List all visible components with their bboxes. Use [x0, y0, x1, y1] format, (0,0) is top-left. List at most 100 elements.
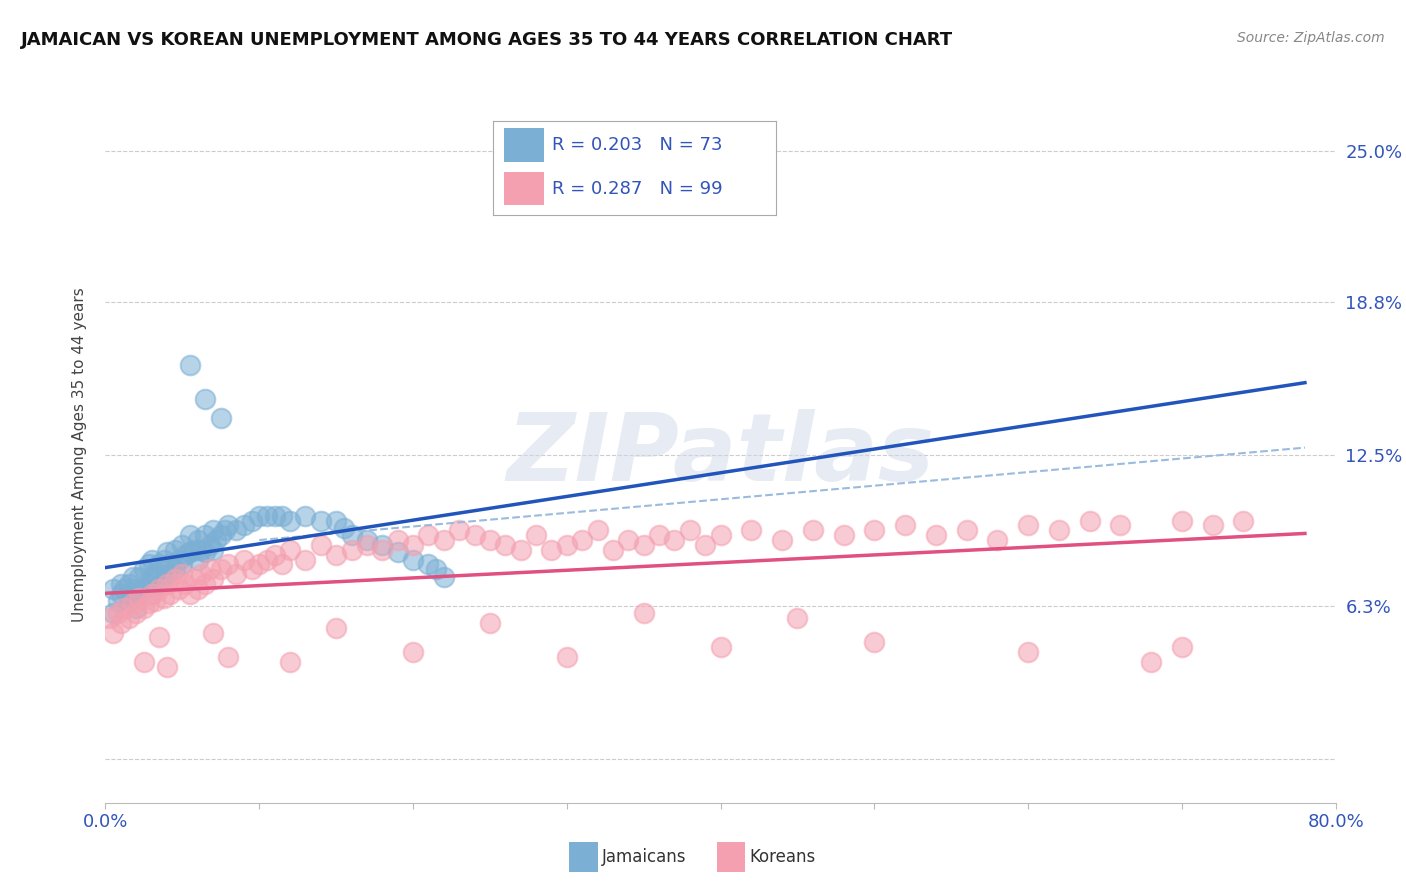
Point — [143, 567, 166, 582]
Point — [294, 552, 316, 566]
Point — [770, 533, 793, 547]
Point — [125, 582, 148, 596]
Point — [202, 572, 225, 586]
Point — [271, 508, 294, 523]
Point — [340, 528, 363, 542]
Point — [218, 649, 240, 664]
Point — [187, 582, 209, 596]
Point — [190, 567, 212, 582]
Point — [1078, 514, 1101, 528]
Point — [494, 538, 516, 552]
Point — [141, 586, 163, 600]
Point — [117, 577, 139, 591]
Point — [232, 518, 254, 533]
Point — [125, 606, 148, 620]
Point — [163, 572, 186, 586]
Point — [325, 621, 347, 635]
Point — [163, 562, 186, 576]
Point — [190, 542, 212, 557]
Point — [602, 542, 624, 557]
Point — [664, 533, 686, 547]
Point — [172, 567, 194, 582]
Point — [138, 596, 160, 610]
Point — [633, 538, 655, 552]
Point — [179, 545, 201, 559]
Point — [117, 611, 139, 625]
Point — [138, 558, 160, 572]
Point — [122, 569, 145, 583]
Point — [433, 569, 456, 583]
Point — [240, 562, 263, 576]
Point — [586, 524, 609, 538]
Point — [194, 577, 217, 591]
Point — [356, 538, 378, 552]
Point — [107, 606, 129, 620]
Point — [202, 625, 225, 640]
Point — [309, 538, 332, 552]
Point — [256, 552, 278, 566]
Point — [509, 542, 531, 557]
Point — [371, 542, 394, 557]
Point — [179, 528, 201, 542]
Point — [128, 586, 150, 600]
Point — [325, 514, 347, 528]
Point — [148, 558, 170, 572]
Point — [202, 524, 225, 538]
Point — [194, 392, 217, 406]
Point — [209, 528, 232, 542]
Point — [524, 528, 547, 542]
Point — [148, 577, 170, 591]
Point — [801, 524, 824, 538]
Point — [256, 508, 278, 523]
Point — [278, 542, 301, 557]
Point — [786, 611, 808, 625]
Point — [169, 582, 191, 596]
Point — [402, 645, 425, 659]
Point — [98, 611, 121, 625]
Point — [159, 558, 181, 572]
Point — [863, 635, 886, 649]
Point — [205, 533, 228, 547]
Point — [1109, 518, 1132, 533]
Point — [156, 659, 179, 673]
Point — [198, 538, 221, 552]
Point — [555, 538, 578, 552]
Point — [179, 586, 201, 600]
Point — [112, 582, 135, 596]
Point — [309, 514, 332, 528]
Point — [387, 545, 409, 559]
Point — [418, 528, 440, 542]
Point — [555, 649, 578, 664]
Point — [225, 567, 247, 582]
Point — [356, 533, 378, 547]
Point — [540, 542, 562, 557]
Point — [159, 586, 181, 600]
Point — [183, 542, 205, 557]
Point — [187, 552, 209, 566]
Point — [1017, 645, 1039, 659]
Point — [172, 558, 194, 572]
Point — [153, 572, 176, 586]
Point — [128, 591, 150, 606]
Point — [169, 552, 191, 566]
Point — [101, 625, 124, 640]
Point — [143, 594, 166, 608]
Point — [271, 558, 294, 572]
Point — [153, 591, 176, 606]
Point — [214, 524, 236, 538]
Point — [218, 518, 240, 533]
Point — [132, 562, 155, 576]
Point — [156, 545, 179, 559]
Point — [240, 514, 263, 528]
Point — [153, 552, 176, 566]
Point — [402, 552, 425, 566]
Point — [956, 524, 979, 538]
Point — [110, 577, 132, 591]
Point — [263, 548, 285, 562]
Point — [1047, 524, 1070, 538]
Point — [294, 508, 316, 523]
Point — [138, 577, 160, 591]
Point — [101, 606, 124, 620]
Point — [464, 528, 486, 542]
Point — [325, 548, 347, 562]
